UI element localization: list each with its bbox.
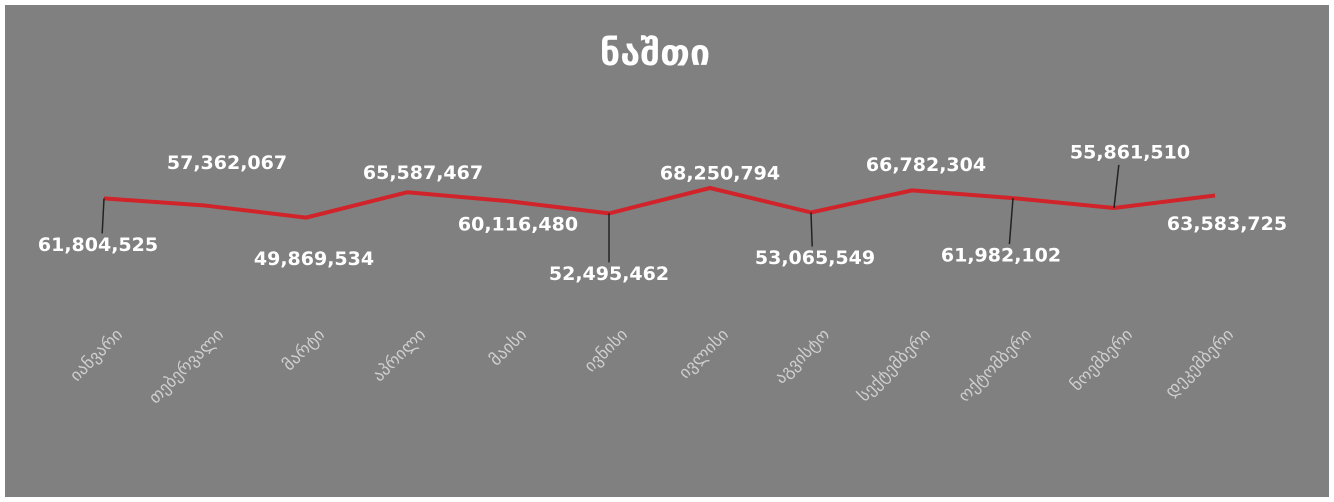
data-label: 61,804,525 [38, 234, 158, 256]
line [103, 186, 1216, 220]
data-label: 52,495,462 [549, 263, 669, 285]
chart-title: ნაშთი [600, 33, 710, 74]
data-label: 57,362,067 [167, 152, 287, 174]
data-label: 68,250,794 [660, 163, 780, 185]
data-label: 55,861,510 [1070, 141, 1190, 163]
leader-line [1008, 198, 1014, 245]
background [5, 5, 1329, 497]
data-label: 65,587,467 [363, 162, 483, 184]
leader-line [810, 212, 813, 247]
data-label: 49,869,534 [254, 248, 374, 270]
data-label: 66,782,304 [866, 154, 986, 176]
data-label: 53,065,549 [755, 247, 875, 269]
data-label: 60,116,480 [458, 214, 578, 236]
leader-line [101, 198, 105, 234]
leader-line [1113, 164, 1120, 209]
data-label: 61,982,102 [941, 245, 1061, 267]
data-label: 63,583,725 [1167, 213, 1287, 235]
